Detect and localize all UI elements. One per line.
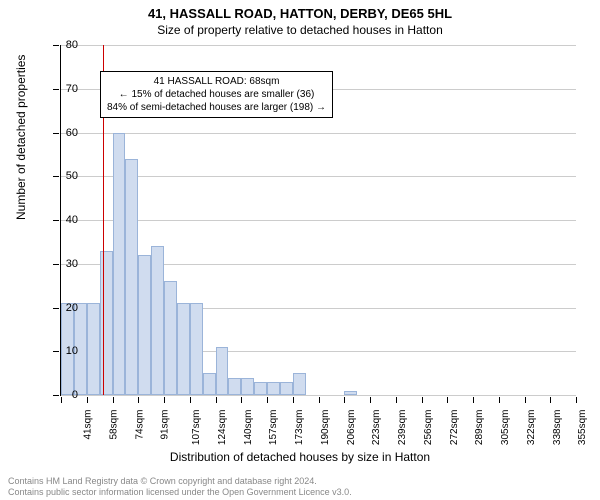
histogram-bar <box>293 373 306 395</box>
histogram-bar <box>203 373 216 395</box>
y-tick <box>53 351 59 352</box>
x-tick <box>550 397 551 403</box>
x-tick <box>113 397 114 403</box>
histogram-bar <box>87 303 100 395</box>
gridline <box>61 220 576 221</box>
histogram-bar <box>280 382 293 395</box>
x-tick-label: 74sqm <box>134 410 145 440</box>
x-tick <box>293 397 294 403</box>
x-tick-label: 157sqm <box>268 410 279 446</box>
y-tick-label: 50 <box>66 170 78 182</box>
x-tick-label: 91sqm <box>160 410 171 440</box>
annotation-line3: 84% of semi-detached houses are larger (… <box>107 101 326 114</box>
y-tick <box>53 308 59 309</box>
y-tick <box>53 133 59 134</box>
x-tick <box>190 397 191 403</box>
x-tick <box>370 397 371 403</box>
histogram-bar <box>267 382 280 395</box>
gridline <box>61 133 576 134</box>
x-axis-title: Distribution of detached houses by size … <box>0 450 600 464</box>
histogram-bar <box>151 246 164 395</box>
histogram-bar <box>138 255 151 395</box>
y-tick <box>53 264 59 265</box>
y-tick-label: 80 <box>66 39 78 51</box>
y-tick-label: 60 <box>66 127 78 139</box>
x-tick-label: 305sqm <box>500 410 511 446</box>
x-tick-label: 206sqm <box>346 410 357 446</box>
histogram-bar <box>100 251 113 395</box>
x-tick <box>164 397 165 403</box>
histogram-bar <box>164 281 177 395</box>
x-tick-label: 355sqm <box>577 410 588 446</box>
y-tick-label: 30 <box>66 258 78 270</box>
y-tick-label: 70 <box>66 83 78 95</box>
histogram-bar <box>254 382 267 395</box>
x-tick <box>319 397 320 403</box>
x-tick-label: 107sqm <box>191 410 202 446</box>
y-tick-label: 20 <box>66 302 78 314</box>
chart-area: 41 HASSALL ROAD: 68sqm ← 15% of detached… <box>60 45 575 395</box>
footer-line2: Contains public sector information licen… <box>8 487 352 498</box>
annotation-line2: ← 15% of detached houses are smaller (36… <box>107 88 326 101</box>
histogram-bar <box>344 391 357 395</box>
x-tick <box>87 397 88 403</box>
histogram-bar <box>190 303 203 395</box>
x-tick <box>241 397 242 403</box>
histogram-bar <box>216 347 229 395</box>
y-tick <box>53 45 59 46</box>
annotation-box: 41 HASSALL ROAD: 68sqm ← 15% of detached… <box>100 71 333 118</box>
x-tick <box>525 397 526 403</box>
x-tick-label: 272sqm <box>449 410 460 446</box>
x-tick-label: 256sqm <box>423 410 434 446</box>
gridline <box>61 176 576 177</box>
x-tick-label: 239sqm <box>397 410 408 446</box>
histogram-bar <box>113 133 126 396</box>
x-tick-label: 140sqm <box>243 410 254 446</box>
chart-title: 41, HASSALL ROAD, HATTON, DERBY, DE65 5H… <box>0 0 600 21</box>
x-tick <box>61 397 62 403</box>
x-tick <box>344 397 345 403</box>
x-tick <box>473 397 474 403</box>
gridline <box>61 395 576 396</box>
y-tick-label: 10 <box>66 345 78 357</box>
x-tick <box>396 397 397 403</box>
chart-subtitle: Size of property relative to detached ho… <box>0 21 600 37</box>
x-tick-label: 41sqm <box>83 410 94 440</box>
histogram-bar <box>241 378 254 396</box>
x-tick <box>267 397 268 403</box>
histogram-bar <box>228 378 241 396</box>
chart-container: 41, HASSALL ROAD, HATTON, DERBY, DE65 5H… <box>0 0 600 500</box>
x-tick <box>422 397 423 403</box>
y-tick-label: 40 <box>66 214 78 226</box>
x-tick-label: 124sqm <box>217 410 228 446</box>
x-tick <box>499 397 500 403</box>
y-axis-title: Number of detached properties <box>14 55 28 220</box>
y-tick-label: 0 <box>72 389 78 401</box>
y-tick <box>53 220 59 221</box>
x-tick <box>447 397 448 403</box>
gridline <box>61 45 576 46</box>
x-tick <box>216 397 217 403</box>
y-tick <box>53 89 59 90</box>
x-tick-label: 322sqm <box>526 410 537 446</box>
y-tick <box>53 176 59 177</box>
y-tick <box>53 395 59 396</box>
x-tick-label: 58sqm <box>108 410 119 440</box>
histogram-bar <box>177 303 190 395</box>
footer: Contains HM Land Registry data © Crown c… <box>8 476 352 498</box>
x-tick-label: 223sqm <box>371 410 382 446</box>
x-tick <box>576 397 577 403</box>
x-tick-label: 289sqm <box>474 410 485 446</box>
x-tick <box>138 397 139 403</box>
histogram-bar <box>125 159 138 395</box>
x-tick-label: 173sqm <box>294 410 305 446</box>
x-tick-label: 338sqm <box>552 410 563 446</box>
annotation-line1: 41 HASSALL ROAD: 68sqm <box>107 75 326 88</box>
x-tick-label: 190sqm <box>320 410 331 446</box>
footer-line1: Contains HM Land Registry data © Crown c… <box>8 476 352 487</box>
